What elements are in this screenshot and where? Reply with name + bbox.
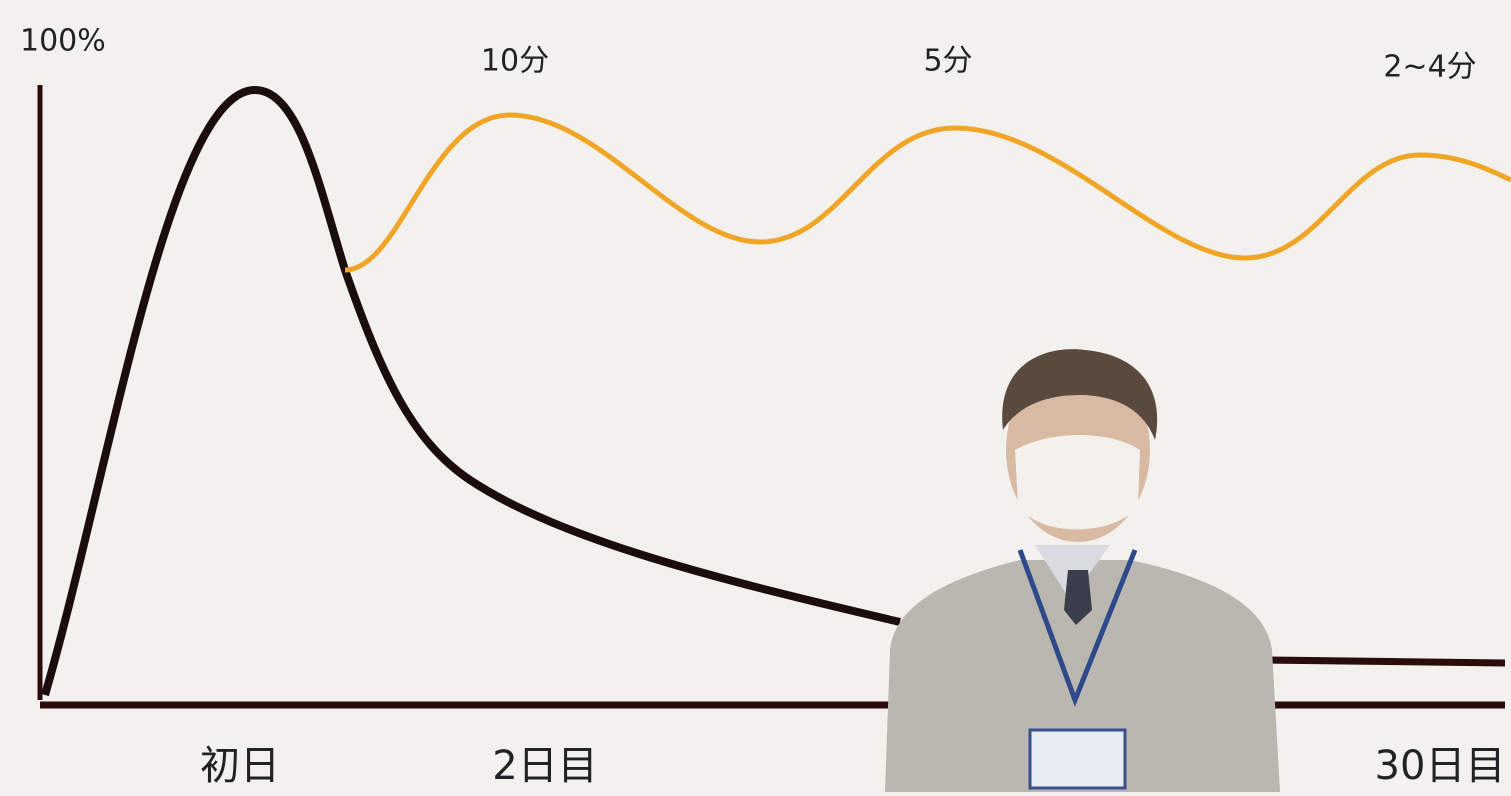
review-curve (344, 112, 1511, 273)
interval-label: 5分 (923, 44, 972, 79)
forgetting-curve-tail (1264, 656, 1506, 667)
lanyard (1017, 549, 1138, 707)
y-axis-label: 100% (20, 24, 106, 59)
interval-label: 10分 (481, 44, 549, 79)
day-label: 初日 (200, 743, 280, 789)
tie (1064, 570, 1092, 625)
presenter (885, 349, 1280, 792)
day-label: 2日目 (492, 743, 597, 789)
badge (1028, 728, 1127, 790)
interval-label: 2~4分 (1383, 50, 1476, 85)
mask (1015, 435, 1140, 530)
hair (1002, 349, 1158, 440)
day-label: 30日目 (1375, 743, 1506, 789)
forgetting-curve (41, 85, 901, 697)
